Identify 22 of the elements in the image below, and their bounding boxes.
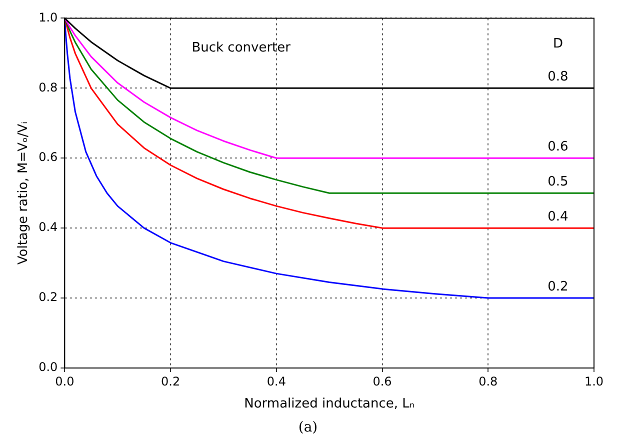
annotation: Buck converter: [192, 40, 292, 56]
text: (a): [298, 420, 318, 436]
y-tick-label: 0.0: [38, 360, 58, 374]
x-tick-label: 0.4: [266, 374, 286, 388]
x-tick-label: 0.2: [161, 374, 180, 388]
y-tick-label: 1.0: [38, 10, 58, 24]
series-label: 0.2: [548, 279, 568, 294]
x-axis-title: Normalized inductance, Lₙ: [244, 396, 415, 412]
x-tick-label: 0.8: [478, 374, 498, 388]
y-tick-label: 0.8: [38, 80, 58, 94]
series-label: 0.8: [548, 70, 568, 85]
x-tick-label: 0.6: [372, 374, 392, 388]
series-label: 0.6: [548, 139, 568, 154]
x-tick-label: 1.0: [584, 374, 604, 388]
y-tick-label: 0.6: [38, 150, 58, 164]
y-axis-title: Voltage ratio, M=Vₒ/Vᵢ: [16, 122, 32, 265]
x-tick-label: 0.0: [55, 374, 74, 388]
series-label: 0.4: [548, 209, 568, 224]
y-tick-label: 0.2: [38, 290, 58, 304]
y-tick-label: 0.4: [38, 220, 58, 234]
annotation: D: [552, 36, 564, 52]
series-label: 0.5: [548, 174, 568, 190]
